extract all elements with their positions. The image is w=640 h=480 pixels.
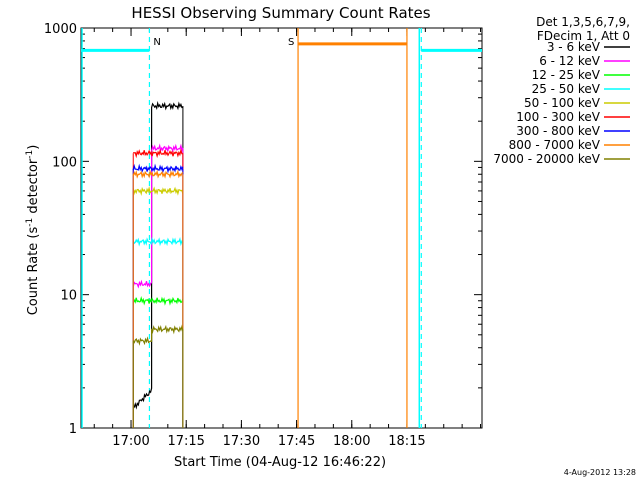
legend-label: 12 - 25 keV bbox=[532, 68, 601, 82]
series-line bbox=[132, 148, 183, 159]
y-axis-label-end: ) bbox=[26, 145, 41, 150]
x-tick-label: 17:15 bbox=[167, 434, 204, 449]
series-line bbox=[132, 324, 184, 346]
y-axis-label-mid: detector bbox=[26, 158, 41, 218]
series-line bbox=[132, 236, 184, 247]
series-line bbox=[132, 100, 184, 410]
legend-label: 3 - 6 keV bbox=[547, 40, 601, 54]
x-tick-label: 17:30 bbox=[223, 434, 260, 449]
y-tick-label: 10 bbox=[60, 289, 77, 304]
y-tick-label: 1000 bbox=[44, 22, 77, 37]
series-line bbox=[132, 143, 184, 289]
plot-frame bbox=[80, 27, 483, 429]
night-bar-label: N bbox=[153, 37, 160, 48]
x-tick-label: 18:15 bbox=[388, 434, 425, 449]
legend-label: 300 - 800 keV bbox=[516, 124, 600, 138]
chart-title: HESSI Observing Summary Count Rates bbox=[131, 4, 430, 22]
saa-bar-label: S bbox=[288, 37, 294, 48]
series-line bbox=[132, 185, 184, 196]
x-tick-label: 17:00 bbox=[112, 434, 149, 449]
y-tick-label: 1 bbox=[69, 422, 77, 437]
footer-date: 4-Aug-2012 13:28 bbox=[564, 468, 636, 477]
y-axis-label: Count Rate (s-1 detector-1) bbox=[25, 145, 41, 316]
x-tick-label: 17:45 bbox=[278, 434, 315, 449]
y-axis-label-sup1: -1 bbox=[25, 218, 35, 227]
legend-header-line-1: Det 1,3,5,6,7,9, bbox=[536, 15, 630, 29]
x-axis-label: Start Time (04-Aug-12 16:46:22) bbox=[174, 455, 386, 470]
series-line bbox=[132, 296, 184, 306]
legend-label: 25 - 50 keV bbox=[532, 82, 601, 96]
legend-label: 800 - 7000 keV bbox=[509, 138, 601, 152]
legend-label: 7000 - 20000 keV bbox=[493, 152, 600, 166]
legend-label: 50 - 100 keV bbox=[524, 96, 601, 110]
legend-label: 6 - 12 keV bbox=[539, 54, 601, 68]
y-tick-label: 100 bbox=[52, 155, 77, 170]
x-tick-label: 18:00 bbox=[333, 434, 370, 449]
series-line bbox=[132, 169, 184, 179]
y-axis-label-sup2: -1 bbox=[25, 150, 35, 159]
chart-marks: 1 10 100 1000 17:00 17:15 17:30 17:45 18:00 18:15… bbox=[44, 22, 630, 449]
y-axis-label-main: Count Rate (s bbox=[26, 227, 41, 316]
series-line bbox=[132, 163, 184, 174]
legend-header-line-2: FDecim 1, Att 0 bbox=[537, 29, 630, 43]
legend-label: 100 - 300 keV bbox=[516, 110, 600, 124]
